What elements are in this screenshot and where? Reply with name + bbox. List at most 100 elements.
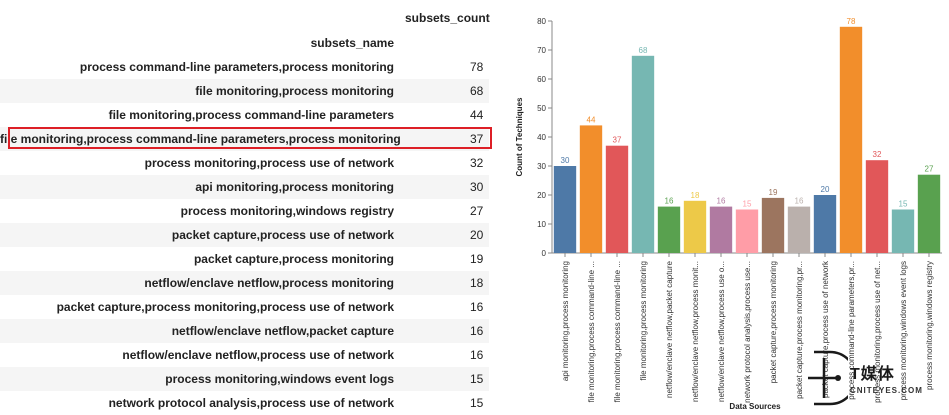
row-subsets-name: file monitoring,process command-line par… [108, 108, 394, 122]
row-subsets-count: 30 [470, 180, 484, 194]
bar-value-label: 32 [873, 150, 882, 159]
row-subsets-name: file monitoring,process command-line par… [0, 132, 401, 146]
row-subsets-name: process monitoring,windows event logs [165, 372, 394, 386]
row-subsets-count: 20 [470, 228, 484, 242]
table-row: process monitoring,windows event logs 15 [0, 367, 489, 391]
table-row: netflow/enclave netflow,process use of n… [0, 343, 489, 367]
table-row: process monitoring,process use of networ… [0, 151, 489, 175]
table-row: api monitoring,process monitoring 30 [0, 175, 489, 199]
highlight-box [8, 127, 492, 149]
bar-value-label: 68 [639, 46, 648, 55]
bar [605, 145, 629, 253]
y-tick-label: 20 [537, 191, 546, 200]
x-axis-title: Data Sources [729, 402, 781, 411]
column-header-subsets-count: subsets_count [405, 11, 490, 25]
bar [631, 55, 655, 253]
bar [553, 166, 577, 253]
bar [917, 174, 941, 253]
row-subsets-count: 37 [470, 132, 484, 146]
x-tick-label: process monitoring,windows registry [925, 261, 934, 390]
x-tick-label: api monitoring,process monitoring [561, 261, 570, 381]
row-subsets-count: 16 [470, 348, 484, 362]
table-row: file monitoring,process monitoring 68 [0, 79, 489, 103]
table-row: process command-line parameters,process … [0, 55, 489, 79]
y-tick-label: 50 [537, 104, 546, 113]
x-tick-label: process monitoring,process use of net... [873, 261, 882, 403]
table-row: netflow/enclave netflow,process monitori… [0, 271, 489, 295]
y-tick-label: 60 [537, 75, 546, 84]
row-subsets-name: network protocol analysis,process use of… [108, 396, 394, 410]
x-tick-label: process monitoring,windows event logs [899, 261, 908, 400]
bar [839, 26, 863, 253]
bar [657, 206, 681, 253]
row-subsets-count: 18 [470, 276, 484, 290]
row-subsets-name: file monitoring,process monitoring [195, 84, 394, 98]
row-subsets-count: 16 [470, 300, 484, 314]
bar-value-label: 15 [899, 200, 908, 209]
y-axis-title: Count of Techniques [515, 97, 524, 177]
bar [787, 206, 811, 253]
row-subsets-name: packet capture,process monitoring [193, 252, 394, 266]
bar [865, 160, 889, 253]
x-tick-label: network protocol analysis,process use... [743, 261, 752, 403]
row-subsets-count: 32 [470, 156, 484, 170]
row-subsets-name: process monitoring,windows registry [180, 204, 394, 218]
table-row: packet capture,process monitoring 19 [0, 247, 489, 271]
bar [891, 209, 915, 253]
row-subsets-name: netflow/enclave netflow,process use of n… [122, 348, 394, 362]
x-tick-label: file monitoring,process monitoring [639, 261, 648, 381]
bar-value-label: 44 [587, 115, 596, 124]
bar-chart: 0 10 20 30 40 50 60 70 80 Count of Techniques 30 ap… [500, 0, 949, 414]
table-row: packet capture,process monitoring,proces… [0, 295, 489, 319]
bar [683, 200, 707, 253]
row-subsets-count: 44 [470, 108, 484, 122]
bar-value-label: 19 [769, 188, 778, 197]
y-tick-label: 0 [542, 249, 547, 258]
x-tick-label: netflow/enclave netflow,process use o... [717, 261, 726, 402]
row-subsets-name: netflow/enclave netflow,packet capture [171, 324, 394, 338]
watermark-logo-icon [808, 350, 848, 406]
table-row: packet capture,process use of network 20 [0, 223, 489, 247]
row-subsets-count: 16 [470, 324, 484, 338]
row-subsets-name: packet capture,process monitoring,proces… [56, 300, 394, 314]
bar [761, 197, 785, 253]
bar-value-label: 18 [691, 191, 700, 200]
y-tick-label: 80 [537, 17, 546, 26]
x-tick-label: process command-line parameters,pr... [847, 261, 856, 400]
bar-chart-svg: 0 10 20 30 40 50 60 70 80 Count of Techniques 30 ap… [515, 17, 942, 411]
bar-value-label: 15 [743, 200, 752, 209]
bar [579, 125, 603, 253]
bar-value-label: 16 [717, 197, 726, 206]
y-tick-label: 40 [537, 133, 546, 142]
bar-value-label: 78 [847, 17, 856, 26]
row-subsets-count: 78 [470, 60, 484, 74]
table-row: netflow/enclave netflow,packet capture 16 [0, 319, 489, 343]
bar-value-label: 27 [925, 165, 934, 174]
bar [813, 195, 837, 253]
table-row: process monitoring,windows registry 27 [0, 199, 489, 223]
row-subsets-count: 19 [470, 252, 484, 266]
bar [709, 206, 733, 253]
row-subsets-count: 15 [470, 396, 484, 410]
row-subsets-name: process command-line parameters,process … [79, 60, 394, 74]
x-tick-label: file monitoring,process command-line ... [613, 261, 622, 402]
row-subsets-count: 15 [470, 372, 484, 386]
row-subsets-name: netflow/enclave netflow,process monitori… [144, 276, 394, 290]
x-tick-label: file monitoring,process command-line ... [587, 261, 596, 402]
row-subsets-name: process monitoring,process use of networ… [144, 156, 394, 170]
bar-value-label: 16 [665, 197, 674, 206]
table-row: file monitoring,process command-line par… [0, 103, 489, 127]
watermark-logo: T媒体 CNITEYES.COM [808, 348, 948, 408]
watermark-subtext: CNITEYES.COM [850, 386, 923, 395]
column-header-subsets-name: subsets_name [310, 36, 394, 50]
row-subsets-count: 68 [470, 84, 484, 98]
table-row: network protocol analysis,process use of… [0, 391, 489, 415]
bar-value-label: 30 [561, 156, 570, 165]
x-tick-label: packet capture,process monitoring,pr... [795, 261, 804, 399]
y-tick-label: 30 [537, 162, 546, 171]
row-subsets-count: 27 [470, 204, 484, 218]
bar-value-label: 37 [613, 136, 622, 145]
x-tick-label: packet capture,process use of network [821, 260, 830, 398]
x-tick-label: packet capture,process monitoring [769, 261, 778, 383]
row-subsets-name: packet capture,process use of network [171, 228, 394, 242]
